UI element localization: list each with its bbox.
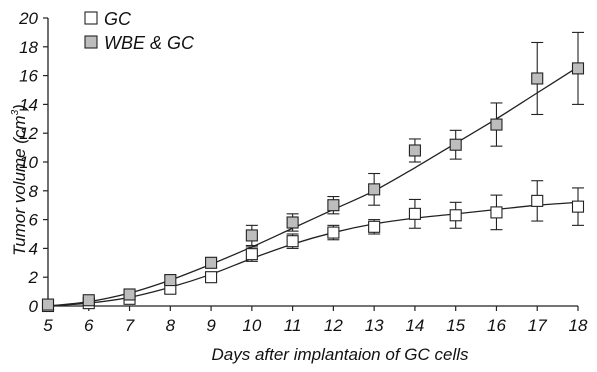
data-point-gc	[327, 226, 340, 239]
x-tick-label: 15	[446, 316, 465, 335]
data-point-gc	[286, 235, 299, 248]
y-tick-label: 16	[19, 67, 38, 86]
data-point-wbe-gc	[286, 216, 299, 229]
x-tick-label: 9	[206, 316, 216, 335]
y-axis-title: Tumor volume (cm3)	[10, 104, 29, 256]
data-point-gc	[571, 200, 585, 213]
x-tick-label: 10	[242, 316, 261, 335]
data-point-gc	[449, 209, 462, 222]
y-tick-label: 18	[19, 38, 38, 57]
y-tick-label: 10	[19, 153, 38, 172]
x-tick-label: 11	[284, 316, 302, 335]
x-tick-label: 5	[43, 316, 53, 335]
data-point-wbe-gc	[327, 199, 340, 212]
data-point-wbe-gc	[245, 229, 258, 242]
data-point-wbe-gc	[123, 288, 136, 301]
data-point-wbe-gc	[82, 294, 95, 307]
legend: GC WBE & GC	[84, 9, 195, 53]
legend-label-wbe-gc: WBE & GC	[104, 33, 195, 53]
x-tick-label: 14	[405, 316, 424, 335]
y-tick-label: 4	[29, 239, 38, 258]
x-tick-label: 12	[324, 316, 343, 335]
data-point-gc	[205, 271, 218, 284]
data-point-wbe-gc	[531, 72, 544, 85]
y-tick-label: 14	[19, 95, 38, 114]
data-point-gc	[490, 206, 503, 219]
legend-label-gc: GC	[104, 9, 132, 29]
legend-marker-gc	[84, 11, 98, 25]
markers-layer	[41, 62, 585, 313]
legend-marker-wbe-gc	[84, 35, 98, 49]
data-point-wbe-gc	[41, 298, 55, 311]
x-tick-label: 17	[528, 316, 547, 335]
data-point-wbe-gc	[571, 62, 585, 75]
y-tick-label: 6	[29, 211, 39, 230]
x-tick-label: 7	[125, 316, 135, 335]
data-point-wbe-gc	[408, 144, 421, 157]
y-tick-label: 8	[29, 182, 39, 201]
x-tick-label: 16	[487, 316, 506, 335]
error-bars-layer	[82, 31, 584, 306]
x-tick-label: 18	[569, 316, 588, 335]
x-tick-label: 13	[365, 316, 384, 335]
y-axis-title-main: Tumor volume (cm	[10, 115, 29, 255]
data-point-gc	[531, 194, 544, 207]
data-point-wbe-gc	[449, 138, 462, 151]
x-tick-label: 6	[84, 316, 94, 335]
data-point-wbe-gc	[205, 256, 218, 269]
data-point-gc	[368, 220, 381, 233]
y-axis-title-close: )	[10, 104, 29, 112]
y-tick-label: 2	[28, 268, 39, 287]
x-tick-label: 8	[166, 316, 176, 335]
y-tick-label: 20	[18, 9, 38, 28]
axes-layer: 0 2 4 6 8 10 12 14 16 18 20 5 6 7 8 9 10 11 12 13 14 15 16 17 18	[18, 9, 588, 335]
data-point-wbe-gc	[164, 274, 177, 287]
data-point-gc	[408, 207, 421, 220]
data-point-gc	[245, 248, 258, 261]
data-point-wbe-gc	[368, 183, 381, 196]
y-tick-label: 12	[19, 124, 38, 143]
x-axis-title: Days after implantaion of GC cells	[212, 345, 469, 364]
data-point-wbe-gc	[490, 118, 503, 131]
y-tick-label: 0	[29, 297, 39, 316]
y-axis-title-superscript: 3	[10, 109, 21, 115]
